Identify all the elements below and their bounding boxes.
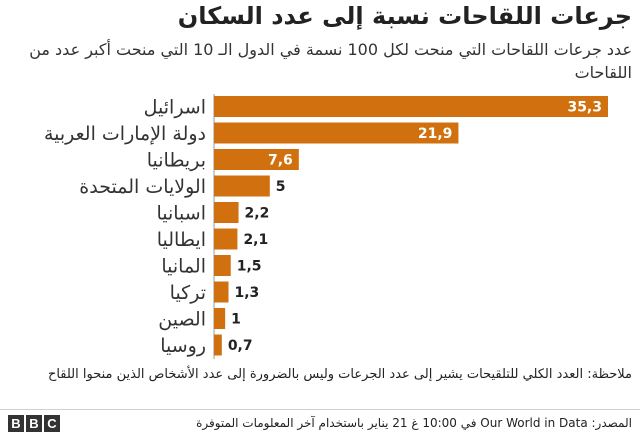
bar xyxy=(214,122,459,144)
category-label: الصين xyxy=(158,309,206,331)
category-label: دولة الإمارات العربية xyxy=(44,123,206,145)
value-label: 35,3 xyxy=(567,100,602,116)
bar-chart: اسرائيل 35,3 دولة الإمارات العربية 21,9 بريط… xyxy=(44,94,608,359)
chart-title: جرعات اللقاحات نسبة إلى عدد السكان xyxy=(177,2,632,30)
value-label: 0,7 xyxy=(228,338,253,354)
source-text: المصدر: Our World in Data في 10:00 غ 21 … xyxy=(196,416,632,430)
category-label: بريطانيا xyxy=(147,150,206,172)
value-label: 1,5 xyxy=(237,259,262,275)
bar xyxy=(214,202,239,223)
bbc-logo-letter: C xyxy=(44,415,60,432)
chart-note: ملاحظة: العدد الكلي للتلقيحات يشير إلى ع… xyxy=(47,367,632,382)
chart-subtitle: عدد جرعات اللقاحات التي منحت لكل 100 نسم… xyxy=(29,40,632,82)
category-label: المانيا xyxy=(161,256,206,278)
bbc-logo: B B C xyxy=(8,415,60,432)
value-label: 7,6 xyxy=(268,153,293,169)
bar xyxy=(214,96,608,117)
bar xyxy=(214,308,226,329)
category-label: اسبانيا xyxy=(156,203,206,225)
value-label: 2,1 xyxy=(243,232,268,248)
bar xyxy=(214,255,231,276)
category-label: اسرائيل xyxy=(144,97,206,119)
footer: المصدر: Our World in Data في 10:00 غ 21 … xyxy=(0,409,640,438)
value-label: 5 xyxy=(276,179,286,195)
bar xyxy=(214,334,222,356)
category-label: الولايات المتحدة xyxy=(79,176,206,198)
bbc-logo-letter: B xyxy=(8,415,24,432)
bbc-logo-letter: B xyxy=(26,415,42,432)
bar xyxy=(214,228,238,250)
value-label: 1 xyxy=(231,312,241,328)
category-label: ايطاليا xyxy=(157,229,206,251)
category-label: روسيا xyxy=(160,335,206,357)
value-label: 21,9 xyxy=(418,126,453,142)
bar xyxy=(214,175,270,197)
value-label: 1,3 xyxy=(235,285,260,301)
category-label: تركيا xyxy=(170,282,206,304)
value-label: 2,2 xyxy=(245,206,270,222)
bar xyxy=(214,281,229,303)
bar xyxy=(214,149,299,170)
